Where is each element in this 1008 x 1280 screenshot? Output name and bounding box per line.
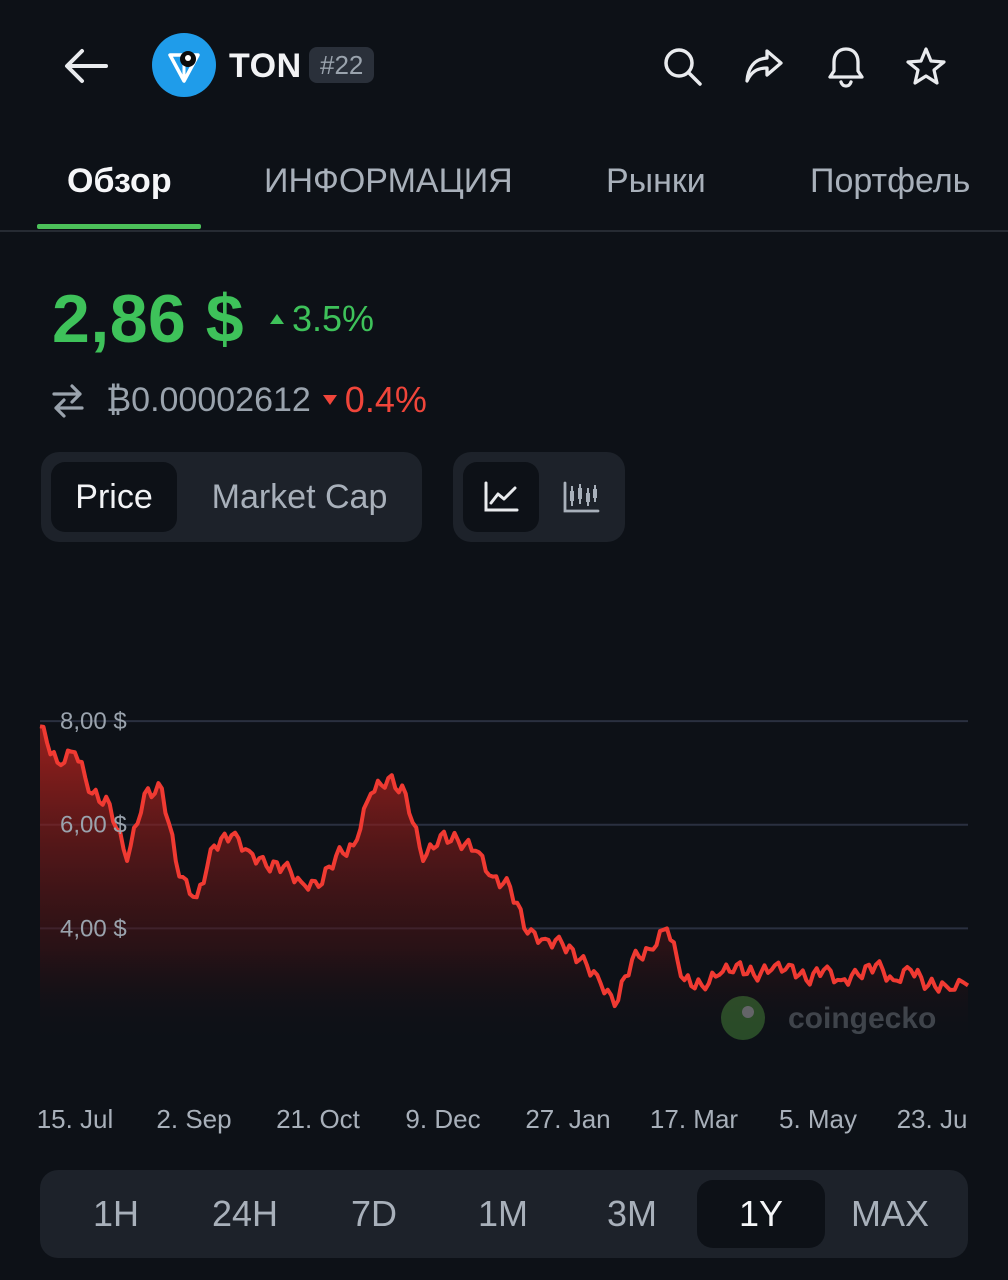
tab-info[interactable]: ИНФОРМАЦИЯ (264, 162, 513, 200)
section-tabs: Обзор ИНФОРМАЦИЯ Рынки Портфель (0, 132, 1008, 232)
range-3m-button[interactable]: 3M (606, 1193, 657, 1234)
current-price: 2,86 $ (52, 281, 245, 357)
coin-logo (152, 33, 216, 97)
share-button[interactable] (742, 44, 786, 88)
bell-icon (828, 47, 864, 88)
y-axis-tick-label: 6,00 $ (60, 812, 127, 839)
tab-overview[interactable]: Обзор (67, 162, 172, 200)
search-icon (664, 48, 702, 86)
candlestick-chart-button[interactable] (545, 462, 617, 532)
y-axis-tick-label: 4,00 $ (60, 915, 127, 942)
x-axis-tick-label: 15. Jul (37, 1104, 114, 1134)
btc-change-value: 0.4% (344, 379, 427, 420)
price-change-value: 3.5% (292, 298, 375, 339)
y-axis-tick-label: 8,00 $ (60, 708, 127, 735)
range-24h-button[interactable]: 24H (211, 1193, 279, 1234)
range-7d-button[interactable]: 7D (350, 1193, 398, 1234)
price-line (39, 724, 970, 1009)
candlestick-chart-icon (563, 481, 600, 513)
search-button[interactable] (660, 44, 704, 88)
line-chart-icon (484, 481, 519, 512)
price-toggle-button[interactable]: Price (51, 462, 177, 532)
back-arrow-icon (65, 49, 108, 83)
market-cap-toggle-button[interactable]: Market Cap (211, 477, 388, 516)
watermark-text: coingecko (788, 1002, 936, 1035)
range-max-button[interactable]: MAX (850, 1193, 929, 1234)
tab-portfolio[interactable]: Портфель (810, 162, 971, 200)
coin-symbol: TON (229, 47, 302, 85)
price-chart-svg: coingecko 8,00 $ 6,00 $ 4,00 $ 15. Jul 2. S… (37, 708, 970, 1134)
metric-toggle: Price Market Cap (41, 452, 422, 542)
triangle-up-icon (270, 314, 284, 324)
swap-arrows-icon (52, 384, 84, 418)
btc-price-change: 0.4% (321, 379, 427, 421)
active-tab-indicator (37, 224, 201, 229)
price-area-fill (40, 726, 968, 1045)
triangle-down-icon (322, 395, 337, 405)
price-change-24h: 3.5% (268, 298, 374, 340)
x-axis-tick-label: 23. Ju (897, 1104, 968, 1134)
x-axis-tick-label: 21. Oct (276, 1104, 361, 1134)
back-button[interactable] (60, 44, 112, 88)
btc-price: ₿0.00002612 (106, 380, 311, 419)
star-icon (906, 47, 946, 85)
top-app-bar: TON #22 (0, 0, 1008, 132)
btc-price-row: ₿0.00002612 0.4% (50, 378, 427, 422)
price-chart[interactable]: coingecko 8,00 $ 6,00 $ 4,00 $ 15. Jul 2. S… (0, 690, 1008, 1140)
alert-button[interactable] (824, 44, 868, 88)
favorite-button[interactable] (904, 44, 948, 88)
chart-type-toggle (453, 452, 625, 542)
line-chart-button[interactable] (463, 462, 539, 532)
x-axis-tick-label: 2. Sep (156, 1104, 231, 1134)
x-axis-tick-label: 27. Jan (525, 1104, 610, 1134)
time-range-selector: 1H 24H 7D 1M 3M 1Y MAX (40, 1170, 968, 1258)
coingecko-watermark: coingecko (721, 996, 936, 1040)
share-icon (745, 49, 783, 83)
range-1h-button[interactable]: 1H (92, 1193, 140, 1234)
tab-markets[interactable]: Рынки (606, 162, 706, 200)
x-axis-tick-label: 9. Dec (405, 1104, 480, 1134)
x-axis-tick-label: 5. May (779, 1104, 857, 1134)
range-1m-button[interactable]: 1M (477, 1193, 528, 1234)
range-1y-button[interactable]: 1Y (697, 1180, 825, 1248)
x-axis-tick-label: 17. Mar (650, 1104, 738, 1134)
rank-badge: #22 (309, 47, 375, 83)
